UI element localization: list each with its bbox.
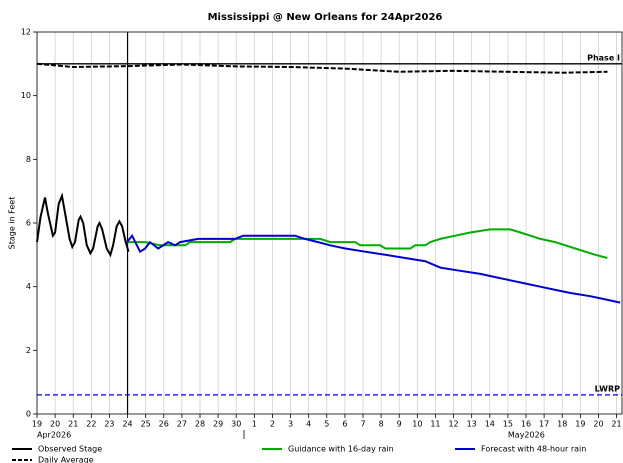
y-tick-label: 12 xyxy=(21,28,31,37)
y-tick-label: 0 xyxy=(26,410,31,419)
legend-label: Guidance with 16-day rain xyxy=(288,445,394,454)
month-label: May2026 xyxy=(508,431,545,440)
x-tick-label: 18 xyxy=(557,420,567,429)
x-tick-label: 11 xyxy=(430,420,440,429)
y-tick-label: 10 xyxy=(21,91,31,100)
x-tick-label: 28 xyxy=(195,420,205,429)
legend-label: Forecast with 48-hour rain xyxy=(481,445,586,454)
x-tick-label: 12 xyxy=(448,420,458,429)
x-tick-label: 1 xyxy=(252,420,257,429)
reference-label: LWRP xyxy=(595,384,620,393)
legend-label: Daily Average xyxy=(38,456,94,463)
reference-label: Phase I xyxy=(587,53,620,62)
legend-label: Observed Stage xyxy=(38,445,102,454)
x-tick-label: 23 xyxy=(104,420,114,429)
month-label: Apr2026 xyxy=(37,431,71,440)
chart-title: Mississippi @ New Orleans for 24Apr2026 xyxy=(208,12,443,23)
x-tick-label: 25 xyxy=(141,420,151,429)
x-tick-label: 20 xyxy=(50,420,60,429)
x-tick-label: 27 xyxy=(177,420,187,429)
x-tick-label: 5 xyxy=(324,420,329,429)
x-tick-label: 26 xyxy=(159,420,169,429)
x-tick-label: 3 xyxy=(288,420,293,429)
x-tick-label: 8 xyxy=(379,420,384,429)
x-tick-label: 22 xyxy=(86,420,96,429)
x-tick-label: 19 xyxy=(32,420,42,429)
series-line xyxy=(36,192,130,258)
x-tick-label: 4 xyxy=(306,420,311,429)
x-tick-label: 10 xyxy=(412,420,422,429)
x-tick-label: 13 xyxy=(467,420,477,429)
x-tick-label: 17 xyxy=(539,420,549,429)
x-tick-label: 15 xyxy=(503,420,513,429)
x-tick-label: 19 xyxy=(575,420,585,429)
x-tick-label: 2 xyxy=(270,420,275,429)
x-tick-label: 14 xyxy=(485,420,495,429)
x-tick-label: 6 xyxy=(342,420,347,429)
series-line xyxy=(127,228,608,259)
series-line xyxy=(36,62,608,74)
x-tick-label: 9 xyxy=(397,420,402,429)
x-tick-label: 7 xyxy=(360,420,365,429)
x-tick-label: 20 xyxy=(593,420,603,429)
x-tick-label: 21 xyxy=(68,420,78,429)
y-tick-label: 8 xyxy=(26,155,31,164)
x-tick-label: 24 xyxy=(122,420,132,429)
x-tick-label: 16 xyxy=(521,420,531,429)
x-tick-label: 21 xyxy=(611,420,621,429)
y-tick-label: 2 xyxy=(26,346,31,355)
series-line xyxy=(126,233,621,304)
y-tick-label: 4 xyxy=(26,282,31,291)
y-tick-label: 6 xyxy=(26,219,31,228)
x-tick-label: 30 xyxy=(231,420,241,429)
x-tick-label: 29 xyxy=(213,420,223,429)
plot-frame xyxy=(36,31,623,415)
y-axis-label: Stage in Feet xyxy=(8,197,17,250)
